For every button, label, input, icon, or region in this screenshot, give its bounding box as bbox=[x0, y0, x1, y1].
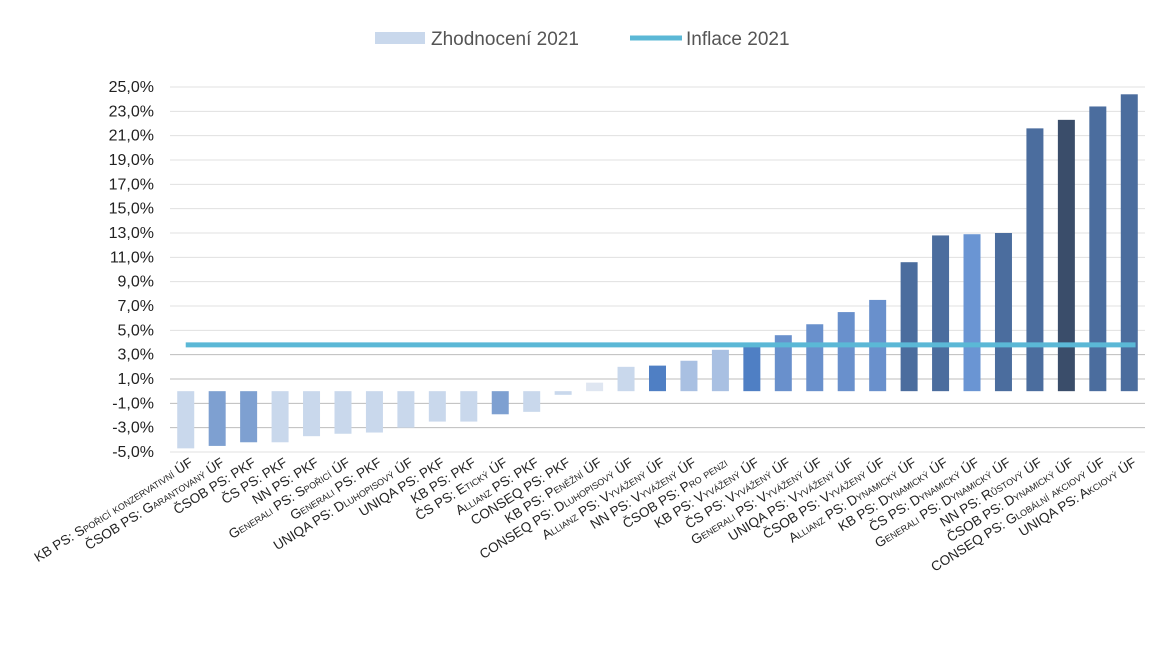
bar bbox=[303, 391, 321, 437]
bar bbox=[491, 391, 509, 415]
y-tick-label: -5,0% bbox=[112, 444, 154, 461]
y-tick-label: 5,0% bbox=[118, 322, 154, 339]
legend: Zhodnocení 2021 Inflace 2021 bbox=[375, 29, 790, 50]
y-tick-label: 3,0% bbox=[118, 347, 154, 364]
bar bbox=[994, 233, 1012, 392]
y-tick-label: 17,0% bbox=[109, 176, 154, 193]
x-category-label: ČSOB PS: Garantovaný ÚF bbox=[82, 455, 226, 553]
bar bbox=[743, 344, 761, 392]
bar bbox=[208, 391, 226, 446]
y-tick-label: -1,0% bbox=[112, 395, 154, 412]
bar bbox=[963, 234, 981, 392]
bar bbox=[806, 324, 824, 392]
y-tick-label: 11,0% bbox=[110, 249, 154, 266]
bar bbox=[617, 366, 635, 392]
bar bbox=[1120, 94, 1138, 392]
x-category-label: KB PS: Spořicí konzervativní ÚF bbox=[31, 455, 195, 565]
y-tick-label: 15,0% bbox=[109, 201, 154, 218]
bar bbox=[680, 360, 698, 392]
legend-swatch-bars bbox=[375, 32, 425, 44]
bar bbox=[1026, 128, 1044, 392]
y-tick-label: 13,0% bbox=[109, 225, 154, 242]
legend-label-line: Inflace 2021 bbox=[686, 29, 790, 50]
bar bbox=[365, 391, 383, 433]
bar bbox=[428, 391, 446, 422]
bar bbox=[932, 235, 950, 392]
bar bbox=[1089, 106, 1107, 392]
y-axis-tick-labels: 25,0% 23,0% 21,0% 19,0% 17,0% 15,0% 13,0% 11,0%… bbox=[109, 79, 154, 461]
y-tick-label: 25,0% bbox=[109, 79, 154, 96]
bar bbox=[774, 335, 792, 392]
bar bbox=[900, 262, 918, 392]
y-tick-label: 19,0% bbox=[109, 152, 154, 169]
bar bbox=[177, 391, 195, 449]
y-tick-label: 23,0% bbox=[109, 103, 154, 120]
bar bbox=[649, 365, 666, 392]
bar bbox=[271, 391, 289, 443]
bar bbox=[460, 391, 478, 422]
y-tick-label: 7,0% bbox=[118, 298, 154, 315]
bar bbox=[837, 312, 855, 392]
y-tick-label: -3,0% bbox=[112, 420, 154, 437]
y-tick-label: 9,0% bbox=[118, 274, 154, 291]
bar bbox=[397, 391, 415, 428]
bar bbox=[711, 349, 729, 392]
bar bbox=[586, 382, 604, 392]
bar bbox=[554, 391, 572, 395]
bar bbox=[1057, 119, 1075, 392]
legend-label-bars: Zhodnocení 2021 bbox=[431, 29, 579, 50]
bar bbox=[240, 391, 258, 443]
y-tick-label: 21,0% bbox=[109, 128, 154, 145]
bar bbox=[523, 391, 541, 412]
bar bbox=[334, 391, 352, 434]
bars bbox=[177, 94, 1138, 449]
y-tick-label: 1,0% bbox=[118, 371, 154, 388]
